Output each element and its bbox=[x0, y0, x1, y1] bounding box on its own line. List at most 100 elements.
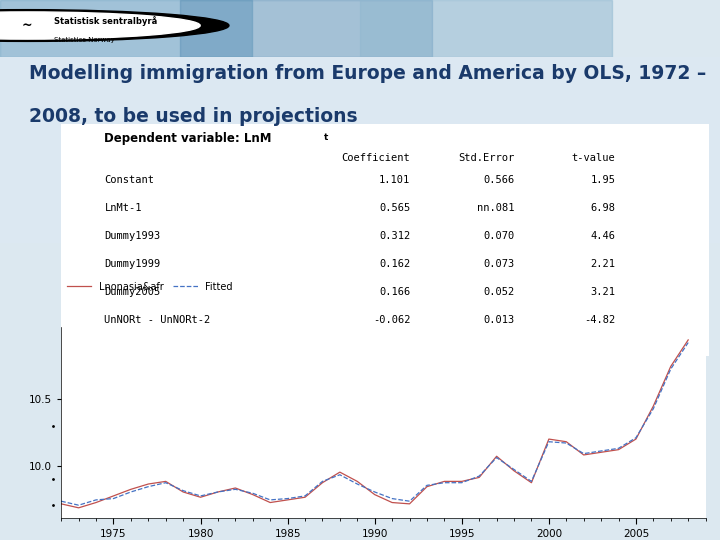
Fitted bbox=[492, 454, 501, 461]
Lnonasia&afr bbox=[510, 468, 518, 474]
Fitted bbox=[144, 483, 153, 490]
Fitted bbox=[405, 498, 414, 504]
Fitted bbox=[457, 480, 466, 486]
Text: 0.166: 0.166 bbox=[379, 287, 410, 297]
Fitted bbox=[127, 489, 135, 495]
Lnonasia&afr bbox=[492, 453, 501, 460]
Fitted bbox=[91, 497, 100, 503]
Lnonasia&afr bbox=[353, 478, 361, 484]
Text: 3.21: 3.21 bbox=[590, 287, 616, 297]
Lnonasia&afr bbox=[179, 489, 187, 495]
Lnonasia&afr bbox=[544, 436, 553, 442]
Text: LnGDPNort-2: LnGDPNort-2 bbox=[104, 343, 173, 353]
Fitted bbox=[161, 480, 170, 486]
Bar bbox=[0, 0, 252, 57]
Text: 0.669: 0.669 bbox=[379, 343, 410, 353]
Text: -4.82: -4.82 bbox=[585, 315, 616, 325]
Lnonasia&afr bbox=[388, 500, 397, 506]
Text: 0.070: 0.070 bbox=[484, 231, 515, 241]
Text: Statistics Norway: Statistics Norway bbox=[54, 37, 114, 43]
Lnonasia&afr bbox=[423, 483, 431, 490]
Fitted bbox=[248, 490, 257, 496]
Text: 4.40: 4.40 bbox=[590, 343, 616, 353]
Text: 0.162: 0.162 bbox=[379, 259, 410, 269]
FancyBboxPatch shape bbox=[0, 57, 720, 243]
Fitted bbox=[527, 478, 536, 484]
Lnonasia&afr bbox=[684, 336, 693, 343]
Lnonasia&afr bbox=[91, 500, 100, 506]
Text: 1.95: 1.95 bbox=[590, 175, 616, 185]
Text: UnNORt - UnNORt-2: UnNORt - UnNORt-2 bbox=[104, 315, 211, 325]
Text: 0.152: 0.152 bbox=[484, 343, 515, 353]
Fitted bbox=[562, 440, 570, 446]
Lnonasia&afr bbox=[597, 449, 606, 456]
Text: t: t bbox=[324, 133, 328, 142]
Fitted bbox=[580, 450, 588, 457]
Lnonasia&afr bbox=[562, 438, 570, 445]
Text: 6.98: 6.98 bbox=[590, 203, 616, 213]
Circle shape bbox=[0, 12, 200, 39]
Lnonasia&afr bbox=[667, 363, 675, 369]
Text: 0.566: 0.566 bbox=[484, 175, 515, 185]
Text: R² = 0.96   F = 108.5: R² = 0.96 F = 108.5 bbox=[104, 400, 235, 409]
Lnonasia&afr bbox=[109, 492, 118, 499]
Lnonasia&afr bbox=[457, 478, 466, 484]
Fitted bbox=[266, 497, 274, 503]
Text: 2.21: 2.21 bbox=[590, 259, 616, 269]
Lnonasia&afr bbox=[144, 481, 153, 487]
Text: t-value: t-value bbox=[572, 153, 616, 164]
Lnonasia&afr bbox=[214, 489, 222, 495]
Text: Dummy1993: Dummy1993 bbox=[104, 231, 161, 241]
Text: UnOECDt - UnOECD t: UnOECDt - UnOECD t bbox=[104, 372, 217, 381]
Lnonasia&afr bbox=[405, 501, 414, 507]
Text: Modelling immigration from Europe and America by OLS, 1972 –: Modelling immigration from Europe and Am… bbox=[29, 64, 706, 83]
Lnonasia&afr bbox=[301, 494, 310, 501]
Fitted bbox=[544, 438, 553, 445]
Fitted bbox=[353, 481, 361, 487]
Bar bbox=[360, 0, 612, 57]
Legend: Lnonasia&afr, Fitted: Lnonasia&afr, Fitted bbox=[63, 278, 237, 296]
Lnonasia&afr bbox=[127, 486, 135, 492]
Lnonasia&afr bbox=[283, 497, 292, 503]
Text: LnMt-1: LnMt-1 bbox=[104, 203, 142, 213]
Lnonasia&afr bbox=[74, 504, 83, 511]
Lnonasia&afr bbox=[266, 500, 274, 506]
Fitted bbox=[475, 473, 484, 480]
Lnonasia&afr bbox=[631, 436, 640, 442]
Text: 1.49: 1.49 bbox=[590, 372, 616, 381]
Lnonasia&afr bbox=[231, 485, 240, 491]
Line: Fitted: Fitted bbox=[61, 342, 688, 505]
Fitted bbox=[301, 492, 310, 499]
Fitted bbox=[74, 502, 83, 509]
Text: Statistisk sentralbyrå: Statistisk sentralbyrå bbox=[54, 16, 157, 26]
Fitted bbox=[109, 495, 118, 502]
Fitted bbox=[214, 489, 222, 495]
Fitted bbox=[318, 478, 327, 484]
Fitted bbox=[179, 488, 187, 494]
Text: 0.052: 0.052 bbox=[484, 287, 515, 297]
Text: 2008, to be used in projections: 2008, to be used in projections bbox=[29, 107, 357, 126]
Lnonasia&afr bbox=[580, 451, 588, 458]
Text: Dependent variable: LnM: Dependent variable: LnM bbox=[104, 132, 272, 145]
Fitted bbox=[440, 480, 449, 486]
Lnonasia&afr bbox=[440, 478, 449, 484]
Lnonasia&afr bbox=[57, 501, 66, 507]
Text: 0.312: 0.312 bbox=[379, 231, 410, 241]
Text: 0.023: 0.023 bbox=[484, 372, 515, 381]
Text: Std.Error: Std.Error bbox=[459, 153, 515, 164]
Lnonasia&afr bbox=[161, 478, 170, 484]
Fitted bbox=[614, 445, 623, 451]
Lnonasia&afr bbox=[336, 469, 344, 475]
Text: Dummy2005: Dummy2005 bbox=[104, 287, 161, 297]
Lnonasia&afr bbox=[370, 491, 379, 498]
Fitted bbox=[684, 339, 693, 346]
Circle shape bbox=[0, 10, 229, 42]
Fitted bbox=[631, 435, 640, 441]
Text: Dummy1999: Dummy1999 bbox=[104, 259, 161, 269]
Fitted bbox=[649, 406, 657, 412]
Fitted bbox=[57, 498, 66, 504]
Lnonasia&afr bbox=[475, 474, 484, 481]
Lnonasia&afr bbox=[614, 447, 623, 453]
Fitted bbox=[388, 495, 397, 502]
Text: ~: ~ bbox=[22, 19, 32, 32]
